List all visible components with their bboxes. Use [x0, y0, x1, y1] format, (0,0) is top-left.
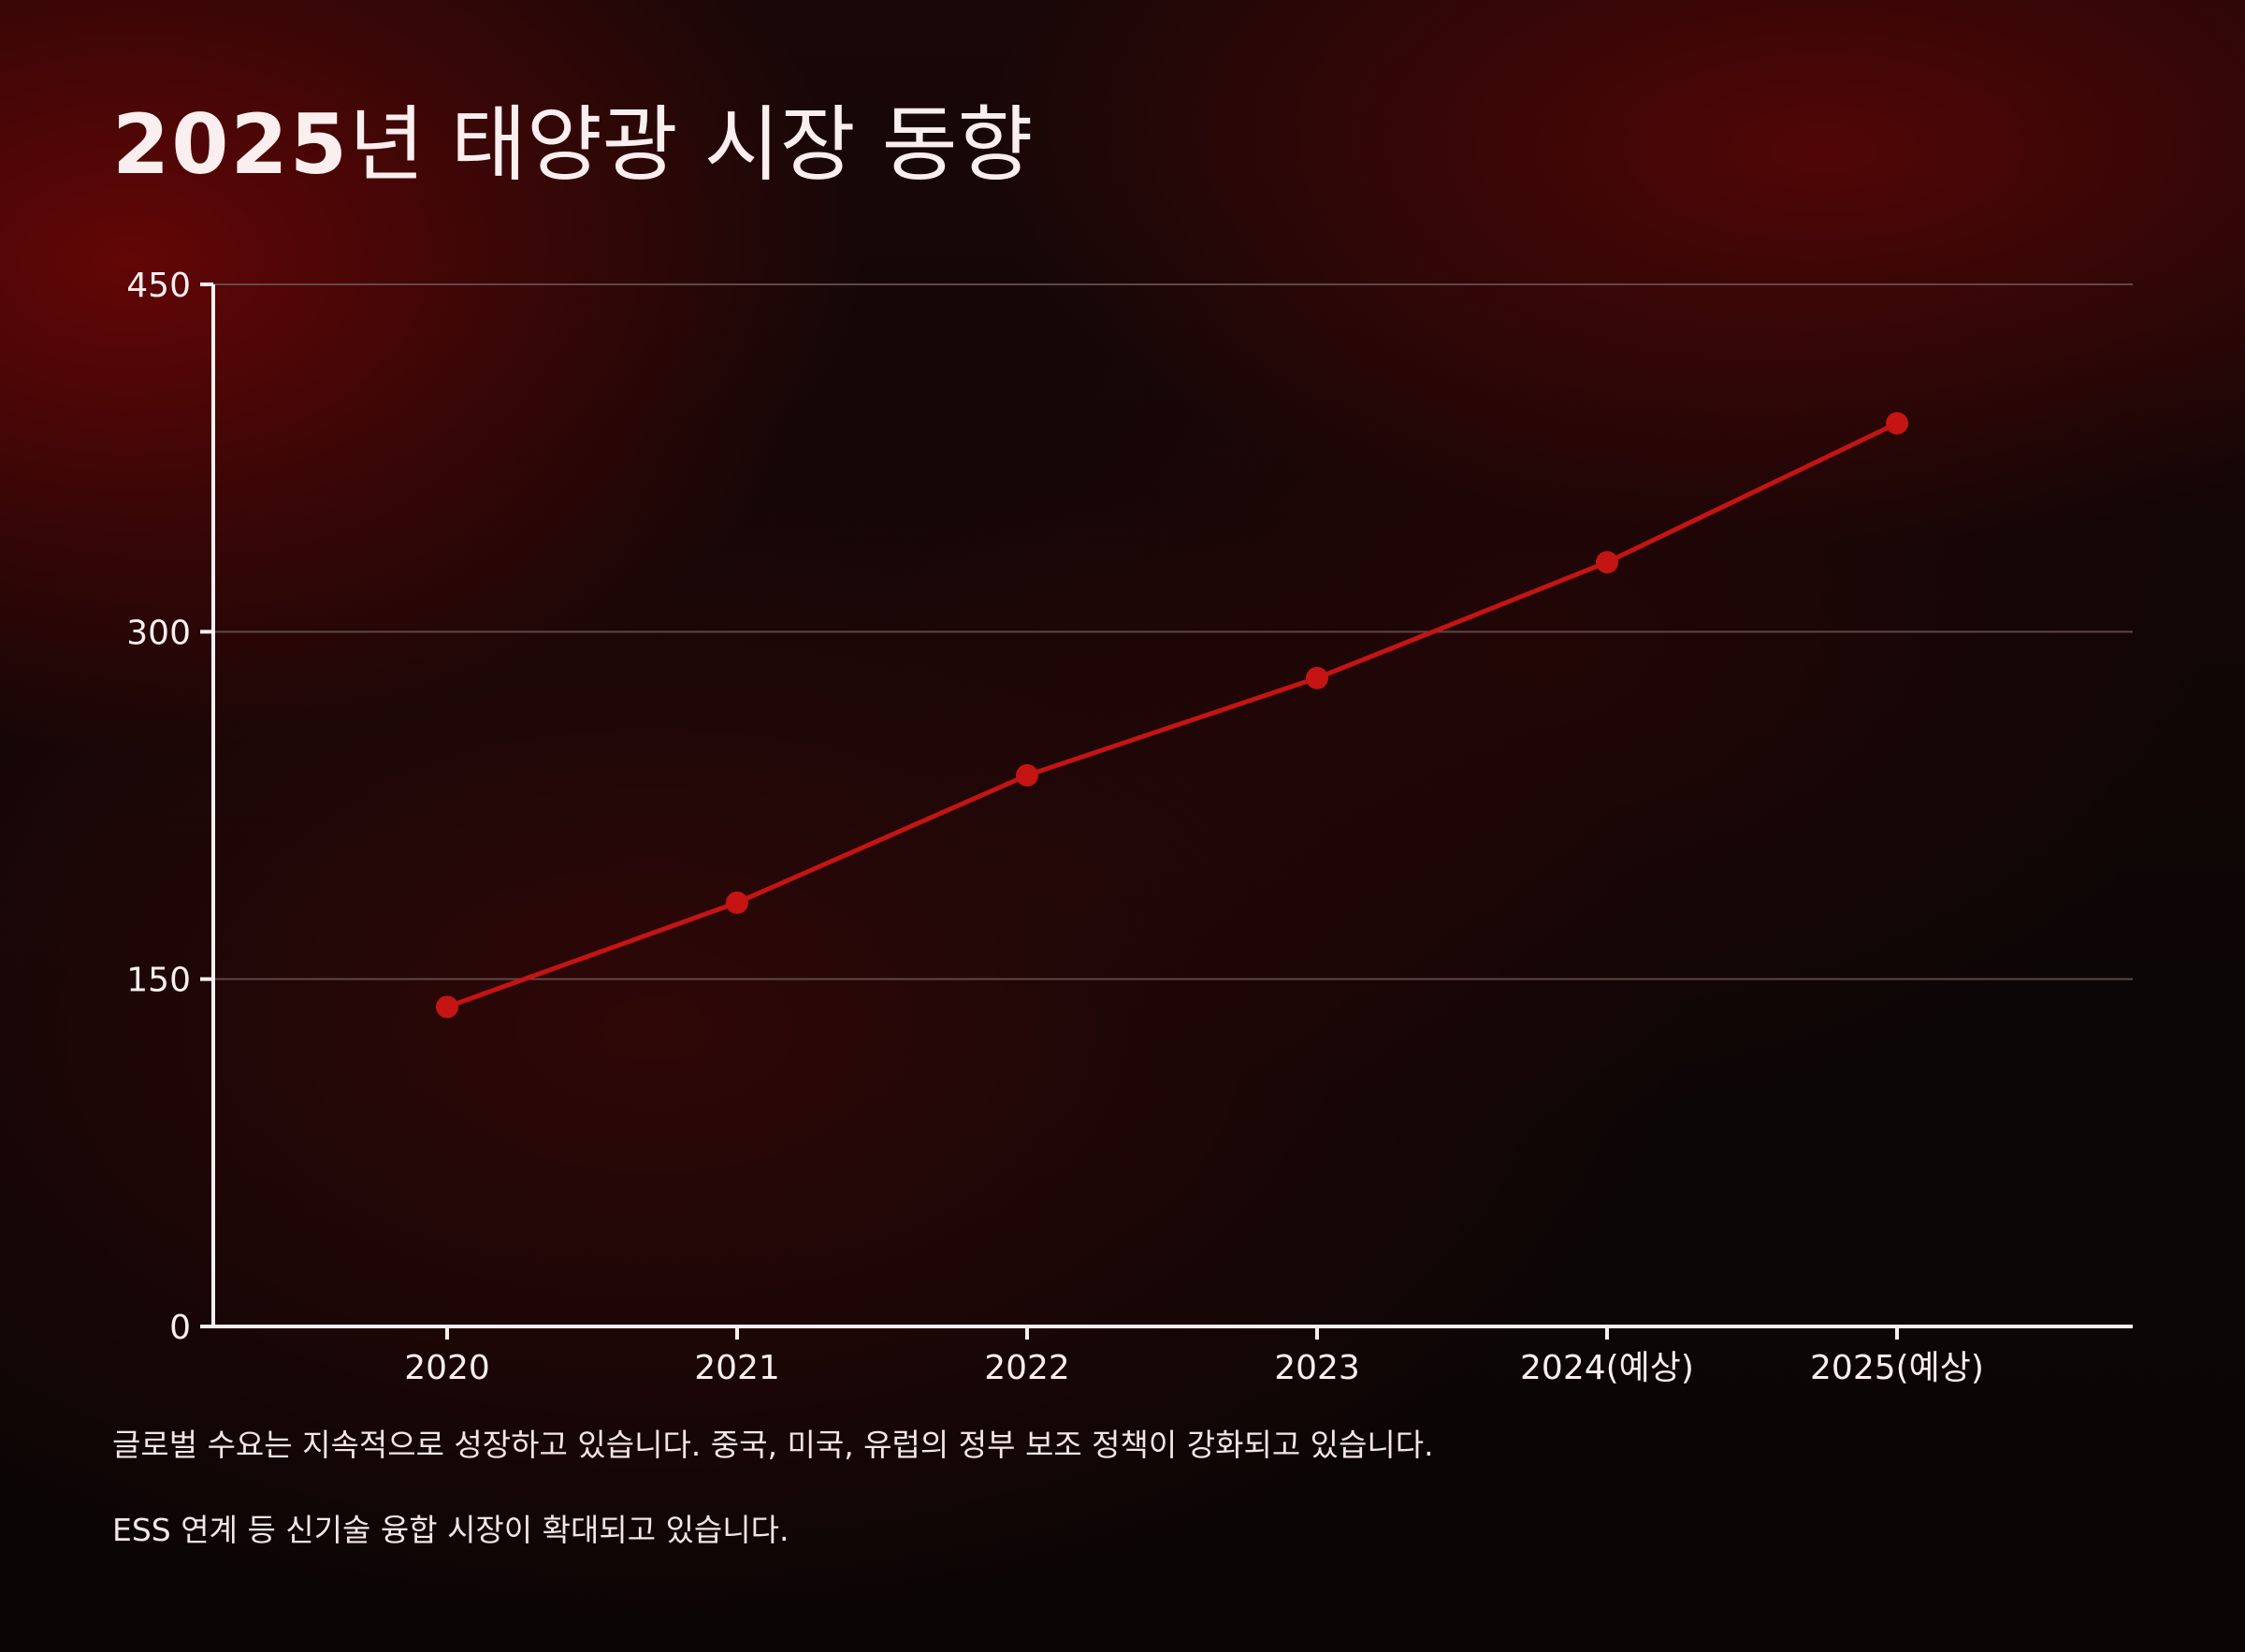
data-point-2022 [1016, 763, 1038, 787]
title-text: 년 태양광 시장 동향 [348, 96, 1034, 193]
series-line-0 [444, 421, 1900, 1009]
axes [200, 283, 2133, 1340]
grid-lines [213, 283, 2133, 980]
note-demand: 글로벌 수요는 지속적으로 성장하고 있습니다. 중국, 미국, 유럽의 정부 … [112, 1427, 1434, 1463]
x-tick-label: 2021 [694, 1349, 780, 1387]
y-tick-label: 0 [169, 1309, 191, 1347]
line-chart: 0 150 300 450 2020 2021 2022 2023 2024(예상) 2025(… [126, 267, 2133, 1387]
data-points [436, 412, 1908, 1019]
x-tick-labels: 2020 2021 2022 2023 2024(예상) 2025(예상) [404, 1349, 1984, 1387]
data-point-2020 [436, 995, 458, 1019]
y-tick-label: 450 [126, 267, 191, 305]
data-point-2023 [1306, 666, 1328, 689]
note-ess: ESS 연계 등 신기술 융합 시장이 확대되고 있습니다. [112, 1512, 789, 1548]
title-year: 2025 [112, 96, 349, 193]
y-tick-label: 150 [126, 962, 191, 1000]
notes: 글로벌 수요는 지속적으로 성장하고 있습니다. 중국, 미국, 유럽의 정부 … [112, 1424, 2077, 1552]
x-tick-label: 2024(예상) [1520, 1349, 1694, 1387]
x-tick-label: 2022 [984, 1349, 1070, 1387]
x-tick-label: 2023 [1274, 1349, 1360, 1387]
y-tick-labels: 0 150 300 450 [126, 267, 191, 1347]
page-title: 2025년 태양광 시장 동향 [112, 89, 1034, 201]
data-point-2021 [726, 891, 748, 914]
series-line [444, 421, 1900, 1009]
data-point-2024(예상) [1596, 551, 1618, 574]
data-point-2025(예상) [1886, 412, 1908, 435]
y-tick-label: 300 [126, 614, 191, 652]
x-tick-label: 2020 [404, 1349, 490, 1387]
x-tick-label: 2025(예상) [1810, 1349, 1984, 1387]
